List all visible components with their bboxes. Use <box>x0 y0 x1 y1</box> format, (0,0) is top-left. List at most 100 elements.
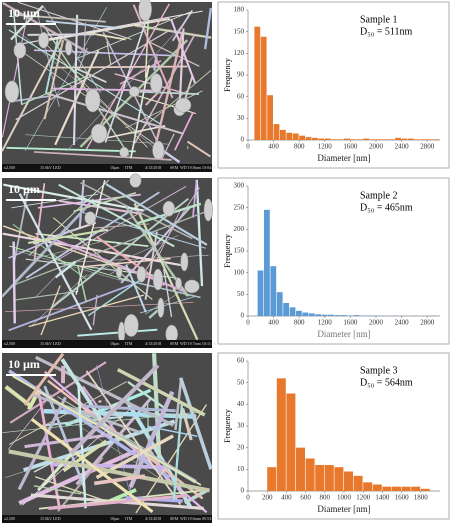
x-tick-label: 2800 <box>420 319 435 327</box>
bar <box>401 486 411 491</box>
fiber <box>5 423 172 478</box>
fiber <box>10 5 44 41</box>
y-tick-label: 120 <box>234 49 245 57</box>
fiber <box>66 20 187 152</box>
fiber <box>9 245 128 281</box>
fiber <box>174 377 183 431</box>
x-tick-label: 800 <box>320 494 331 502</box>
fiber <box>2 225 148 278</box>
y-tick-label: 40 <box>237 400 245 408</box>
y-tick-label: 60 <box>237 92 245 100</box>
sem-footer-text: 10µm <box>110 516 120 521</box>
annotation: D₅₀ = 511nm <box>360 26 412 37</box>
bar <box>283 303 289 316</box>
bead <box>203 198 213 222</box>
chart-frame <box>217 177 450 345</box>
fiber <box>78 10 194 59</box>
fiber <box>106 41 112 65</box>
x-tick-label: 0 <box>246 494 250 502</box>
bar <box>276 292 283 316</box>
fiber <box>6 146 136 153</box>
bead <box>175 97 192 113</box>
fiber <box>130 90 200 95</box>
bar <box>411 486 421 491</box>
annotation: D₅₀ = 465nm <box>360 202 413 213</box>
sem-image: x2,500 15.0kV LED 10µm ITM 4/13/2018 SEM WD 19… <box>2 352 216 523</box>
annotation: D₅₀ = 564nm <box>360 377 413 388</box>
x-tick-label: 2000 <box>369 143 384 151</box>
fiber <box>84 234 179 278</box>
bar <box>276 378 286 491</box>
bead <box>65 39 73 56</box>
x-tick-label: 1800 <box>414 494 429 502</box>
fiber <box>133 202 199 341</box>
fiber <box>174 111 194 151</box>
fiber <box>44 37 59 94</box>
y-axis-label: Frequency <box>223 409 232 443</box>
bead <box>152 268 164 291</box>
annotation: Sample 2 <box>360 190 398 201</box>
fiber <box>114 73 186 94</box>
bar <box>302 312 309 316</box>
fiber <box>144 231 158 300</box>
fiber <box>14 45 156 145</box>
x-tick-label: 200 <box>262 494 273 502</box>
bar <box>369 139 376 140</box>
x-tick-label: 400 <box>268 143 279 151</box>
y-tick-label: 0 <box>241 487 245 495</box>
fiber <box>28 294 144 328</box>
bar <box>337 139 344 140</box>
bead <box>175 277 182 290</box>
fiber <box>183 488 209 505</box>
fiber <box>132 4 174 99</box>
fiber <box>34 240 106 259</box>
x-tick-label: 1200 <box>356 494 371 502</box>
bead <box>38 31 50 49</box>
bar <box>286 393 296 491</box>
fiber <box>11 95 50 103</box>
bead <box>13 42 27 59</box>
fiber <box>83 22 87 59</box>
fiber <box>33 183 46 261</box>
bar <box>315 465 325 491</box>
bead <box>162 200 176 217</box>
bar <box>267 95 273 140</box>
sem-footer-text: x2,500 <box>4 516 15 522</box>
fiber <box>203 7 213 50</box>
fiber <box>161 133 175 160</box>
fiber <box>23 352 65 406</box>
scale-label: 10 µm <box>8 357 40 371</box>
bar <box>363 138 369 140</box>
fiber <box>72 14 79 146</box>
y-tick-label: 30 <box>237 114 245 122</box>
bead <box>119 146 129 158</box>
fiber <box>195 179 204 287</box>
y-tick-label: 150 <box>234 247 245 255</box>
sem-footer-text: WD 19.8mm 10:04:59 <box>180 165 216 170</box>
fiber <box>80 182 193 240</box>
y-tick-label: 30 <box>237 422 245 430</box>
x-tick-label: 600 <box>300 494 311 502</box>
x-axis-label: Diameter [nm] <box>317 153 370 163</box>
bar <box>270 266 277 316</box>
bar <box>267 467 277 491</box>
sem-footer-text: 15.0kV LED <box>40 165 61 170</box>
bar <box>305 458 315 491</box>
sem-footer-text: x2,500 <box>4 341 15 347</box>
y-tick-label: 0 <box>241 312 245 320</box>
fiber <box>105 183 208 246</box>
x-tick-label: 1600 <box>343 143 358 151</box>
fiber <box>48 494 187 511</box>
bar <box>382 139 389 140</box>
annotation: Sample 1 <box>360 14 398 25</box>
y-tick-label: 60 <box>237 357 245 365</box>
fiber <box>138 446 140 479</box>
sem-footer <box>2 340 212 348</box>
fiber <box>69 363 160 455</box>
x-tick-label: 0 <box>246 319 250 327</box>
sem-footer-text: ITM <box>125 516 133 521</box>
fiber <box>144 187 200 273</box>
fiber <box>134 24 212 39</box>
sem-footer-text: 4/13/2018 <box>145 165 161 170</box>
y-tick-label: 10 <box>237 465 245 473</box>
